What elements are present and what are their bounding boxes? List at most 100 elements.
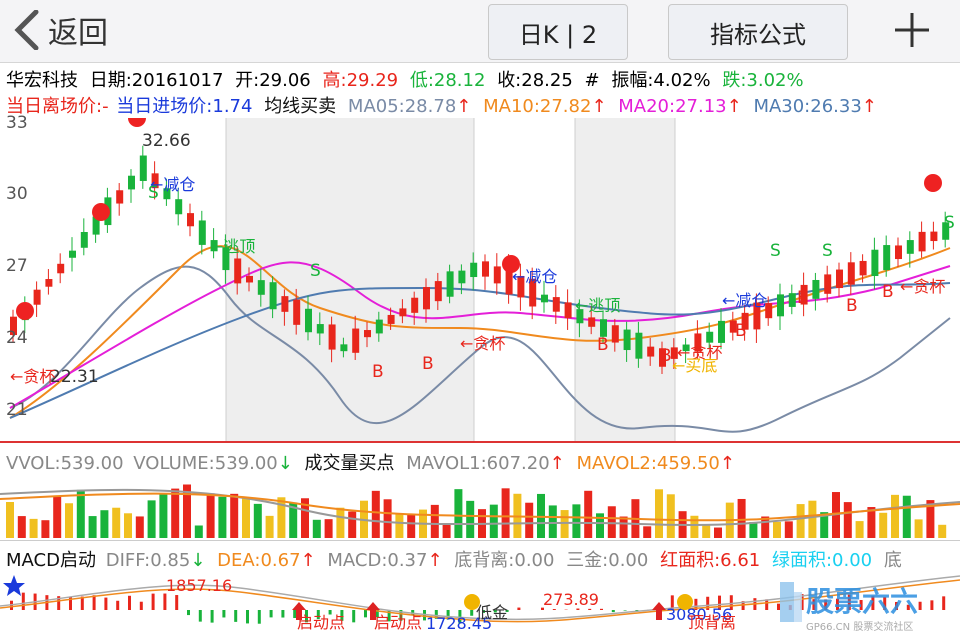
macd-bar [293,610,297,619]
quote-amplitude: 振幅:4.02% [611,70,711,91]
volume-bar [560,510,569,538]
candle-body [765,303,773,319]
cup-label-4: ←贪杯 [10,367,55,386]
volume-bar [855,521,864,538]
macd-label-1857: 1857.16 [166,576,232,595]
volume-bar [253,503,262,538]
volume-bar [348,511,357,538]
candle-body [423,287,430,310]
macd-bar [104,597,108,610]
escape-label-1: ←逃顶 [210,237,255,256]
macd-bar [930,600,934,610]
macd-bar [69,596,72,610]
period-label: 日K | 2 [518,20,598,49]
candle-body [92,216,100,235]
candle-body [399,308,407,317]
ma20-arrow: ↑ [726,96,742,117]
plus-icon[interactable] [892,10,932,50]
candle-body [541,294,548,303]
reduce-label-2: ←减仓 [512,267,557,286]
candle-body [139,155,147,181]
macd-tail: 底 [883,550,902,571]
macd-bar [670,595,674,610]
start-point-label-2: 启动点 [374,613,422,632]
period-button[interactable]: 日K | 2 [488,4,628,60]
ma10-line [9,245,951,419]
macd-bar [340,610,344,621]
chevron-left-icon [14,10,39,50]
indicator-formula-button[interactable]: 指标公式 [668,4,848,60]
candle-body [364,330,371,338]
volume-bar [206,493,215,538]
volume-bar [76,489,85,538]
back-label: 返回 [48,16,108,51]
macd-label-3080: 3080.56 [666,605,732,624]
volume-bar [171,488,180,538]
stock-name: 华宏科技 [6,70,78,91]
candlestick-chart[interactable]: 32.66 22.31 ←减仓 ←逃顶 ←减仓 ←逃顶 ←减仓 ←贪杯 ←贪杯 … [0,118,960,442]
low-gold-label: 低金 [476,603,508,622]
volume-bar [737,498,746,538]
macd-bar [328,610,332,615]
volume-bar [41,520,50,538]
formula-label: 指标公式 [710,20,806,49]
candle-body [446,271,454,297]
macd-bar [812,599,816,610]
macd-value: MACD:0.37 [327,550,428,571]
macd-bar [942,596,946,610]
macd-bar [600,608,603,610]
volume-bar [796,504,805,538]
candle-body [128,175,135,190]
volume-bar [336,507,345,538]
volume-bar [714,527,722,538]
mavol2-arrow: ↑ [719,453,735,474]
volume-bar [584,490,593,538]
price-axis-21: 21 [6,400,28,420]
volume-bar [100,510,109,538]
macd-bar [92,595,96,610]
macd-bars-group [10,592,946,624]
candle-body [493,266,501,284]
buy-marker-1: B [372,362,384,382]
quote-change: 跌:3.02% [722,70,804,91]
volume-bar [17,516,26,538]
volume-bar [501,488,510,538]
candle-body [517,275,525,298]
candle-body [647,346,655,357]
candle-body [470,262,478,278]
divider-1 [0,441,960,443]
candle-body [788,293,796,307]
mavol1-value: MAVOL1:607.20 [406,453,550,474]
candle-body [694,333,702,352]
macd-bar [352,610,356,623]
volume-bar [879,512,888,538]
macd-bar [151,593,155,610]
volume-bar [902,495,911,538]
watermark-logo: 股票六六 GP66.CN 股票交流社区 [778,578,948,638]
macd-bar [706,596,710,610]
volume-bar [88,516,97,538]
star-icon [3,575,25,596]
back-button[interactable]: 返回 [14,6,108,54]
candle-body [847,262,855,285]
macd-bar [116,600,120,610]
volume-bar [643,526,652,538]
sell-marker-1: S [148,183,159,203]
reduce-label-1: ←减仓 [150,175,195,194]
macd-bar [517,607,521,610]
volume-bar [773,521,781,538]
sell-marker-4: S [822,241,833,261]
macd-header: MACD启动 DIFF:0.85↓ DEA:0.67↑ MACD:0.37↑ 底… [6,546,908,572]
macd-bar [847,594,851,610]
low-mark-label: 22.31 [50,367,99,387]
candle-body [706,331,714,343]
volume-arrow: ↓ [277,453,293,474]
volume-chart[interactable] [0,474,960,538]
volume-bar [230,493,239,538]
macd-bar [906,604,910,610]
candle-body [552,297,560,312]
volume-bar [820,512,829,538]
quote-close: 收:28.25 [497,70,573,91]
volume-bar [324,519,333,538]
macd-bar [269,610,273,618]
